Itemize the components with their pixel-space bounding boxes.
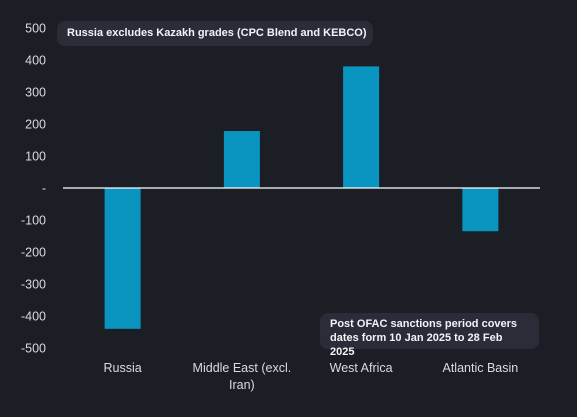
bar xyxy=(223,131,260,188)
y-tick-label: -500 xyxy=(21,342,46,356)
bar xyxy=(104,188,141,329)
y-tick-label: - xyxy=(42,182,46,196)
y-tick-label: 300 xyxy=(25,86,46,100)
y-tick-label: 400 xyxy=(25,54,46,68)
y-tick-label: 500 xyxy=(25,22,46,36)
category-label: Middle East (excl. Iran) xyxy=(193,361,292,392)
bar xyxy=(462,188,499,232)
category-label: Atlantic Basin xyxy=(443,361,519,375)
category-label: Russia xyxy=(104,361,142,375)
bar xyxy=(343,66,380,188)
annotation-kazakh-grades: Russia excludes Kazakh grades (CPC Blend… xyxy=(57,21,373,46)
y-tick-label: -200 xyxy=(21,246,46,260)
y-tick-label: -300 xyxy=(21,278,46,292)
annotation-sanctions-period: Post OFAC sanctions period covers dates … xyxy=(320,313,539,358)
y-tick-label: -100 xyxy=(21,214,46,228)
y-tick-label: 200 xyxy=(25,118,46,132)
category-label: West Africa xyxy=(330,361,393,375)
y-tick-label: 100 xyxy=(25,150,46,164)
y-tick-label: -400 xyxy=(21,310,46,324)
